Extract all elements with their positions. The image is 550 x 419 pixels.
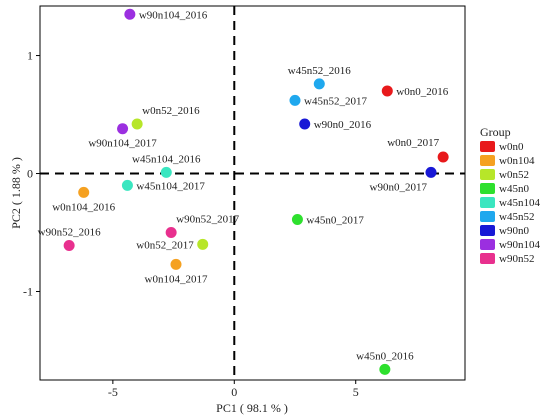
legend-label: w90n104 [499, 239, 540, 251]
point-label: w0n52_2016 [142, 105, 200, 117]
data-point-w0n52-2016 [131, 118, 143, 130]
point-label: w90n52_2016 [38, 227, 101, 239]
data-point-w90n104-2016 [124, 8, 136, 20]
y-tick-label: -1 [23, 285, 33, 299]
y-axis-title: PC2 ( 1.88 % ) [9, 157, 23, 229]
plot-frame [39, 5, 466, 381]
point-label: w45n52_2016 [288, 65, 351, 77]
legend-label: w0n52 [499, 169, 529, 181]
point-label: w45n104_2016 [132, 153, 201, 165]
legend-swatch-w45n0 [480, 183, 495, 194]
point-label: w0n104_2016 [52, 201, 115, 213]
data-point-w0n52-2017 [197, 238, 209, 250]
legend-swatch-w0n104 [480, 155, 495, 166]
data-point-w90n104-2017 [117, 123, 129, 135]
legend-label: w90n52 [499, 253, 534, 265]
data-point-w45n104-2016 [160, 166, 172, 178]
point-label: w0n104_2017 [145, 273, 208, 285]
x-tick-label: -5 [108, 385, 118, 399]
legend-label: w45n104 [499, 197, 540, 209]
data-point-w0n0-2016 [381, 85, 393, 97]
point-label: w0n52_2017 [136, 239, 194, 251]
point-label: w0n0_2017 [387, 137, 439, 149]
data-point-w45n104-2017 [121, 179, 133, 191]
data-point-w90n0-2016 [299, 118, 311, 130]
data-point-w90n52-2016 [63, 240, 75, 252]
y-tick-label: 0 [27, 167, 33, 181]
data-point-w90n52-2017 [165, 227, 177, 239]
legend-swatch-w90n0 [480, 225, 495, 236]
legend-label: w0n104 [499, 155, 535, 167]
legend-swatch-w90n104 [480, 239, 495, 250]
reference-lines [40, 6, 465, 380]
x-tick-label: 0 [231, 385, 237, 399]
point-label: w90n104_2017 [88, 138, 157, 150]
data-points [63, 8, 449, 375]
point-label: w90n104_2016 [139, 9, 208, 21]
data-point-w0n104-2017 [170, 258, 182, 270]
point-label: w45n0_2016 [356, 350, 414, 362]
data-point-w45n52-2016 [313, 78, 325, 90]
legend-swatch-w0n0 [480, 141, 495, 152]
point-label: w90n52_2017 [176, 214, 239, 226]
point-label: w0n0_2016 [396, 86, 448, 98]
point-labels: w0n0_2016w0n0_2017w90n0_2017w45n52_2016w… [38, 9, 449, 362]
y-tick-label: 1 [27, 49, 33, 63]
data-point-w45n0-2016 [379, 363, 391, 375]
point-label: w45n104_2017 [136, 180, 205, 192]
legend-label: w45n52 [499, 211, 534, 223]
data-point-w90n0-2017 [425, 166, 437, 178]
legend-swatch-w45n52 [480, 211, 495, 222]
legend-label: w0n0 [499, 141, 524, 153]
point-label: w45n52_2017 [304, 95, 367, 107]
axis-ticks: -5 0 5 -1 0 1 [23, 49, 359, 399]
legend-label: w90n0 [499, 225, 529, 237]
legend-title: Group [480, 125, 511, 139]
legend: Group w0n0 w0n104 w0n52 w45n0 w45n104 w45n52 w… [480, 125, 540, 265]
x-tick-label: 5 [353, 385, 359, 399]
legend-label: w45n0 [499, 183, 529, 195]
point-label: w90n0_2017 [370, 181, 428, 193]
point-label: w90n0_2016 [314, 119, 372, 131]
legend-swatch-w0n52 [480, 169, 495, 180]
data-point-w45n52-2017 [289, 94, 301, 106]
x-axis-title: PC1 ( 98.1 % ) [216, 401, 288, 415]
data-point-w0n104-2016 [78, 186, 90, 198]
legend-swatch-w90n52 [480, 253, 495, 264]
legend-swatch-w45n104 [480, 197, 495, 208]
data-point-w0n0-2017 [437, 151, 449, 163]
data-point-w45n0-2017 [291, 214, 303, 226]
point-label: w45n0_2017 [306, 215, 364, 227]
